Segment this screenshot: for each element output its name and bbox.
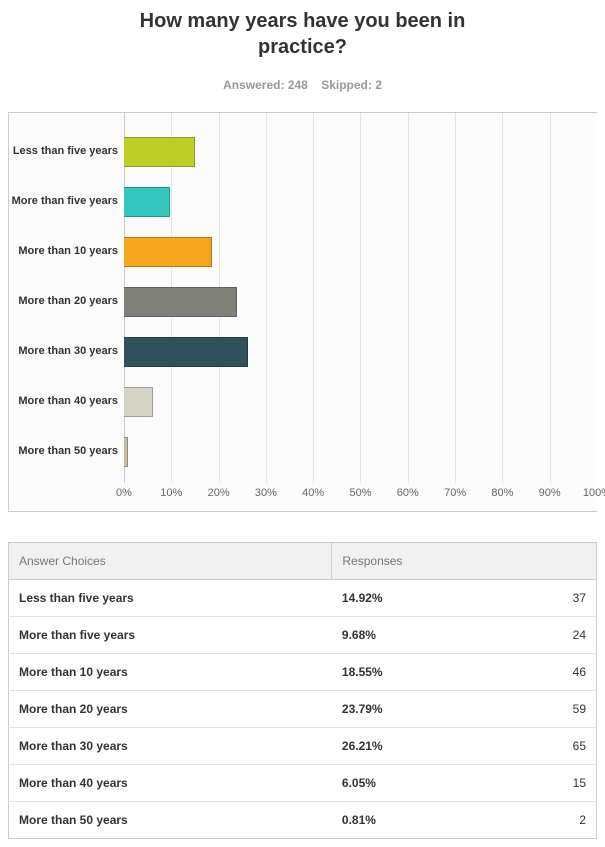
cell-percent: 14.92% <box>332 580 479 617</box>
bar <box>124 137 195 167</box>
cell-count: 59 <box>479 691 597 728</box>
cell-percent: 18.55% <box>332 654 479 691</box>
y-axis-label: More than 10 years <box>9 227 124 277</box>
page-title: How many years have you been in practice… <box>0 8 605 60</box>
cell-percent: 6.05% <box>332 765 479 802</box>
cell-count: 24 <box>479 617 597 654</box>
cell-count: 46 <box>479 654 597 691</box>
skipped-label: Skipped: <box>321 78 372 92</box>
table-row: More than 50 years0.81%2 <box>9 802 597 839</box>
x-tick: 60% <box>397 487 419 499</box>
bar <box>124 187 170 217</box>
bar <box>124 337 248 367</box>
cell-choice: More than 30 years <box>9 728 332 765</box>
bar-row <box>124 277 597 327</box>
plot-area <box>124 113 597 483</box>
bar-row <box>124 227 597 277</box>
cell-count: 65 <box>479 728 597 765</box>
cell-choice: More than five years <box>9 617 332 654</box>
y-axis-label: More than 50 years <box>9 427 124 477</box>
skipped-count: 2 <box>375 78 382 92</box>
results-table: Answer Choices Responses Less than five … <box>8 542 597 839</box>
col-answer-choices: Answer Choices <box>9 543 332 580</box>
bar-row <box>124 127 597 177</box>
bar <box>124 237 212 267</box>
y-axis-label: More than 20 years <box>9 277 124 327</box>
y-axis-label: More than five years <box>9 177 124 227</box>
x-tick: 0% <box>116 487 132 499</box>
bar-row <box>124 327 597 377</box>
table-body: Less than five years14.92%37More than fi… <box>9 580 597 839</box>
title-line-2: practice? <box>258 36 347 58</box>
answered-label: Answered: <box>223 78 284 92</box>
y-axis-label: More than 40 years <box>9 377 124 427</box>
x-tick: 20% <box>208 487 230 499</box>
x-tick: 10% <box>160 487 182 499</box>
bar-chart: Less than five yearsMore than five years… <box>8 112 597 512</box>
col-responses: Responses <box>332 543 597 580</box>
bar <box>124 287 237 317</box>
table-row: Less than five years14.92%37 <box>9 580 597 617</box>
cell-percent: 23.79% <box>332 691 479 728</box>
chart-stage: Less than five yearsMore than five years… <box>9 113 597 483</box>
y-axis-label: More than 30 years <box>9 327 124 377</box>
cell-percent: 0.81% <box>332 802 479 839</box>
y-axis-label: Less than five years <box>9 127 124 177</box>
cell-choice: Less than five years <box>9 580 332 617</box>
bar <box>124 387 153 417</box>
bar-row <box>124 177 597 227</box>
cell-percent: 26.21% <box>332 728 479 765</box>
title-line-1: How many years have you been in <box>140 10 466 32</box>
cell-choice: More than 40 years <box>9 765 332 802</box>
header: How many years have you been in practice… <box>0 0 605 92</box>
table-row: More than five years9.68%24 <box>9 617 597 654</box>
y-axis-labels: Less than five yearsMore than five years… <box>9 113 124 483</box>
x-tick: 100% <box>583 487 605 499</box>
x-tick: 70% <box>444 487 466 499</box>
cell-percent: 9.68% <box>332 617 479 654</box>
x-axis: 0%10%20%30%40%50%60%70%80%90%100% <box>124 485 597 503</box>
x-tick: 80% <box>491 487 513 499</box>
cell-count: 2 <box>479 802 597 839</box>
bar <box>124 437 128 467</box>
table-header-row: Answer Choices Responses <box>9 543 597 580</box>
bar-row <box>124 377 597 427</box>
table-row: More than 10 years18.55%46 <box>9 654 597 691</box>
cell-choice: More than 50 years <box>9 802 332 839</box>
x-tick: 50% <box>349 487 371 499</box>
bar-row <box>124 427 597 477</box>
bars <box>124 127 597 477</box>
cell-count: 37 <box>479 580 597 617</box>
response-meta: Answered: 248 Skipped: 2 <box>0 78 605 92</box>
cell-choice: More than 10 years <box>9 654 332 691</box>
cell-count: 15 <box>479 765 597 802</box>
cell-choice: More than 20 years <box>9 691 332 728</box>
answered-count: 248 <box>288 78 308 92</box>
table-row: More than 30 years26.21%65 <box>9 728 597 765</box>
x-tick: 40% <box>302 487 324 499</box>
table-row: More than 20 years23.79%59 <box>9 691 597 728</box>
table-row: More than 40 years6.05%15 <box>9 765 597 802</box>
x-tick: 30% <box>255 487 277 499</box>
x-tick: 90% <box>539 487 561 499</box>
